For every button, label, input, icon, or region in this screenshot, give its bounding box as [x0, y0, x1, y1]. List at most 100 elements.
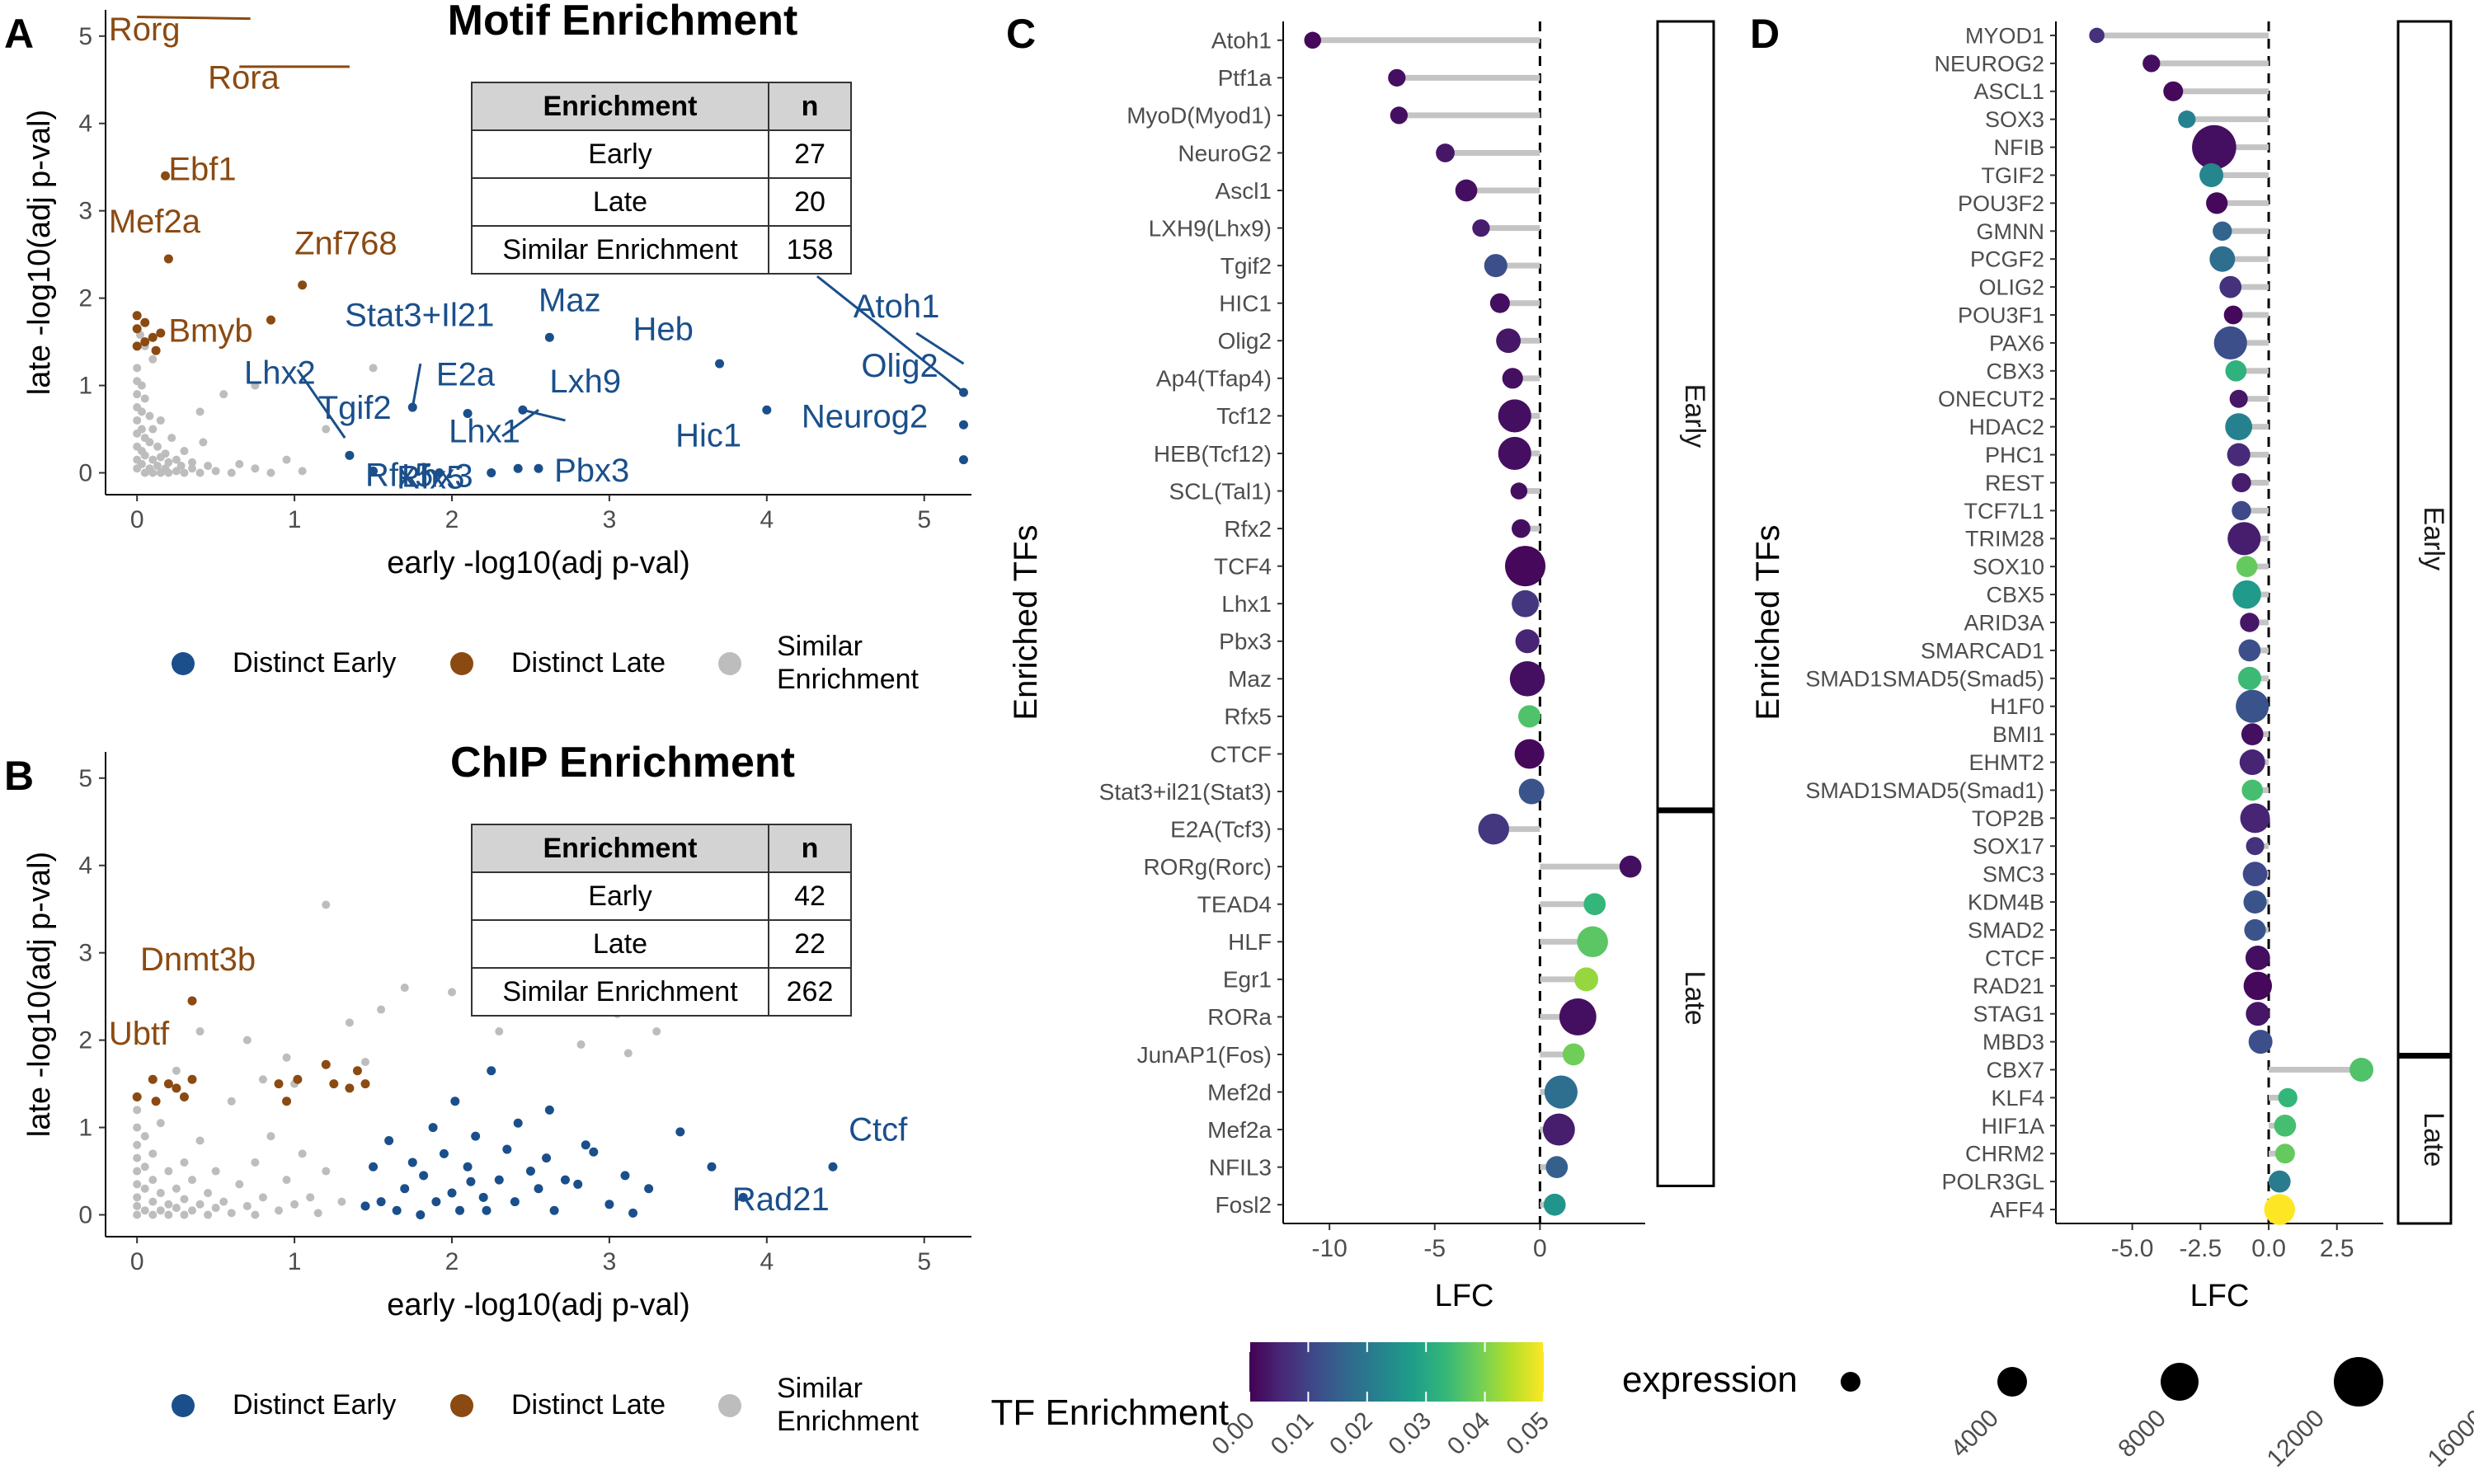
x-tick-label: 2.5: [2320, 1235, 2354, 1262]
y-tick-label: 3: [78, 940, 92, 967]
x-tick-label: 4: [760, 506, 774, 533]
point-distinct-early: [369, 1162, 379, 1172]
point-similar: [235, 1180, 244, 1189]
x-tick-label: 2: [445, 506, 459, 533]
point-similar: [172, 1184, 181, 1193]
point-distinct-early: [345, 450, 355, 460]
point-label: Rfx5: [365, 457, 433, 493]
point-distinct-late: [172, 1083, 181, 1093]
label-connector: [915, 331, 965, 365]
lollipop-point: [2236, 689, 2269, 723]
lollipop-point: [1512, 519, 1531, 538]
point-distinct-early: [715, 359, 725, 369]
y-axis-title: late -log10(adj p-val): [22, 110, 57, 395]
x-axis-title: LFC: [1435, 1279, 1494, 1313]
point-similar: [180, 468, 189, 477]
legend-swatch: [718, 652, 741, 675]
legend-label: Distinct Late: [511, 647, 666, 679]
chart-title: ChIP Enrichment: [450, 739, 795, 787]
lollipop-point: [2241, 779, 2264, 801]
point-distinct-early: [828, 1162, 838, 1172]
table-row-value: 42: [794, 881, 825, 912]
lollipop-point: [1388, 68, 1406, 87]
tf-name-label: MYOD1: [1965, 23, 2044, 48]
x-axis-title: LFC: [2190, 1279, 2250, 1313]
tf-name-label: NFIL3: [1209, 1154, 1272, 1180]
point-similar: [164, 1210, 173, 1219]
lollipop-point: [2274, 1114, 2297, 1137]
tf-name-label: Lhx1: [1221, 591, 1272, 617]
point-distinct-late: [148, 332, 158, 342]
legend-swatch: [450, 1394, 473, 1417]
x-axis-title: early -log10(adj p-val): [387, 546, 690, 580]
tf-name-label: ONECUT2: [1938, 387, 2044, 411]
lollipop-point: [2243, 890, 2267, 914]
size-legend-circle: [1997, 1367, 2027, 1397]
point-similar: [180, 1210, 189, 1219]
legend-swatch: [172, 1394, 195, 1417]
table-row-value: 158: [787, 234, 834, 265]
tf-name-label: E2A(Tcf3): [1170, 816, 1272, 842]
tf-name-label: KLF4: [1991, 1086, 2044, 1111]
point-label: Rora: [208, 59, 280, 96]
lollipop-point: [1510, 482, 1528, 500]
table-header: n: [802, 833, 819, 864]
lollipop-point: [2192, 124, 2236, 170]
point-distinct-late: [163, 254, 173, 264]
lollipop-point: [1544, 1075, 1578, 1109]
point-similar: [153, 462, 162, 471]
tf-name-label: REST: [1985, 471, 2044, 495]
y-tick-label: 4: [78, 110, 92, 138]
point-distinct-late: [352, 1066, 362, 1076]
tf-name-label: SMC3: [1982, 862, 2044, 887]
table-header: n: [802, 91, 819, 122]
lollipop-point: [1574, 967, 1599, 992]
tf-name-label: PHC1: [1985, 443, 2044, 467]
table-row-value: 22: [794, 928, 825, 960]
lollipop-point: [1478, 813, 1509, 845]
lollipop-point: [2232, 500, 2251, 521]
x-tick-label: 0.0: [2251, 1235, 2286, 1262]
point-similar: [145, 411, 154, 420]
point-similar: [322, 1167, 331, 1176]
point-similar: [313, 1209, 322, 1218]
point-distinct-early: [958, 455, 968, 465]
tf-name-label: CBX5: [1986, 583, 2044, 608]
table-cell: [768, 871, 852, 921]
point-similar: [188, 1206, 196, 1215]
point-similar: [180, 1158, 189, 1167]
size-legend-circle: [2334, 1357, 2383, 1407]
lollipop-point: [2236, 556, 2258, 578]
lollipop-point: [1512, 589, 1539, 618]
lollipop-point: [2213, 221, 2232, 241]
label-connector: [522, 408, 566, 422]
lollipop-point: [2240, 613, 2260, 632]
lollipop-point: [2219, 275, 2242, 298]
point-distinct-early: [466, 1176, 476, 1186]
x-tick-label: 3: [603, 1248, 617, 1275]
point-distinct-early: [482, 1205, 492, 1215]
table-cell: [471, 177, 769, 227]
point-similar: [242, 1036, 252, 1045]
point-similar: [188, 464, 196, 473]
lollipop-point: [2246, 1002, 2270, 1026]
tf-name-label: SMAD2: [1968, 918, 2044, 942]
table-cell: [471, 919, 769, 969]
y-axis-title: Enriched TFs: [1008, 524, 1044, 720]
lollipop-point: [2243, 971, 2273, 1001]
lollipop-point: [2227, 522, 2261, 556]
tf-name-label: HDAC2: [1968, 415, 2044, 439]
point-similar: [164, 1200, 173, 1209]
point-label: Lxh9: [549, 364, 621, 400]
table-header: Enrichment: [543, 833, 697, 864]
y-tick-label: 1: [78, 373, 92, 400]
point-distinct-late: [148, 1074, 158, 1084]
lollipop-point: [2089, 27, 2105, 44]
point-similar: [140, 451, 149, 460]
point-similar: [251, 1210, 260, 1219]
lollipop-point: [1489, 293, 1510, 313]
point-similar: [148, 468, 158, 477]
point-label: Znf768: [294, 226, 397, 262]
point-distinct-late: [266, 315, 275, 325]
